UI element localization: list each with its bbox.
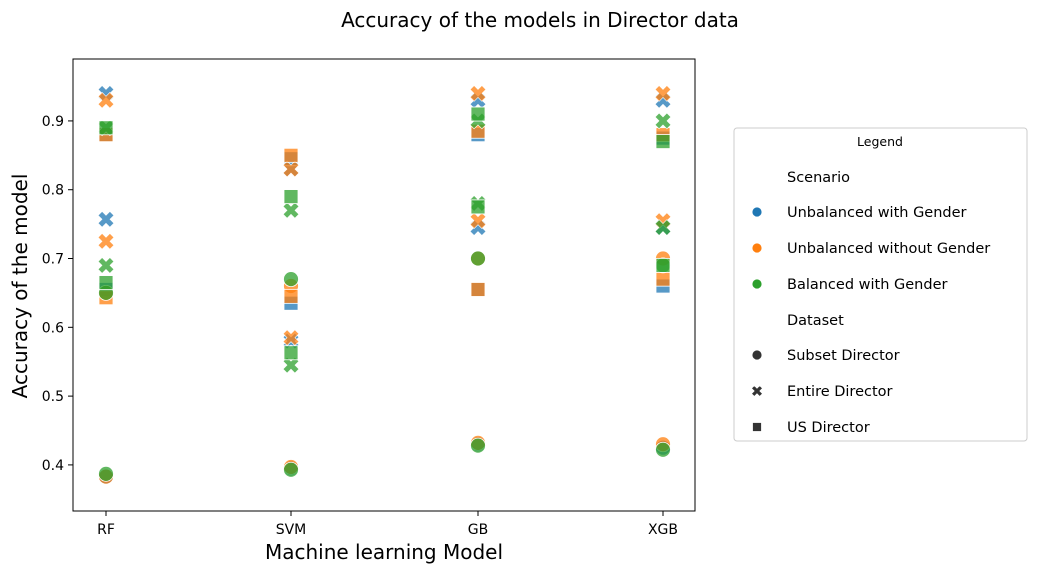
x-tick-label: SVM <box>276 522 307 538</box>
legend-marker-dataset <box>751 385 763 397</box>
legend-label-dataset: Entire Director <box>787 384 893 400</box>
plot-area <box>72 58 696 512</box>
data-point <box>655 271 671 287</box>
data-point <box>470 437 486 454</box>
y-tick-label: 0.5 <box>42 389 64 405</box>
data-point <box>654 112 672 130</box>
data-point <box>655 134 671 149</box>
data-point <box>469 212 487 229</box>
data-point <box>283 288 299 304</box>
data-point <box>283 271 299 288</box>
data-point <box>283 189 299 204</box>
x-axis-label: Machine learning Model <box>265 540 503 564</box>
legend-label-scenario: Unbalanced with Gender <box>787 205 967 221</box>
x-tick-label: GB <box>468 522 488 538</box>
data-point <box>282 202 300 219</box>
data-point <box>282 329 300 346</box>
legend: Legend Scenario Dataset Unbalanced with … <box>733 127 1028 442</box>
data-point <box>469 85 487 102</box>
x-tick-label: XGB <box>648 522 678 538</box>
y-axis-label: Accuracy of the model <box>8 174 32 399</box>
legend-title: Legend <box>857 134 903 149</box>
data-point <box>470 250 486 267</box>
legend-label-dataset: US Director <box>787 420 870 436</box>
data-points <box>97 85 672 485</box>
y-tick-label: 0.7 <box>42 252 64 268</box>
data-point <box>283 147 299 163</box>
data-point <box>283 461 299 478</box>
data-point <box>283 345 299 361</box>
data-point <box>97 91 115 109</box>
legend-marker-dataset <box>752 422 762 432</box>
y-tick-label: 0.6 <box>42 320 64 336</box>
legend-heading-dataset: Dataset <box>787 313 844 329</box>
y-tick-label: 0.9 <box>42 114 64 130</box>
legend-marker-scenario <box>751 242 763 254</box>
legend-label-dataset: Subset Director <box>787 348 900 364</box>
data-point <box>655 441 671 458</box>
y-axis: 0.4 0.5 0.6 0.7 0.8 0.9 <box>42 114 73 474</box>
data-point <box>97 257 115 274</box>
data-point <box>98 465 114 482</box>
data-point <box>97 210 115 228</box>
y-tick-label: 0.4 <box>42 458 64 474</box>
data-point <box>97 233 115 250</box>
legend-marker-scenario <box>751 278 763 290</box>
chart-title: Accuracy of the models in Director data <box>341 8 739 32</box>
legend-heading-scenario: Scenario <box>787 170 850 186</box>
data-point <box>655 257 671 273</box>
legend-marker-dataset <box>751 349 763 361</box>
data-point <box>282 356 300 374</box>
data-point <box>470 282 486 297</box>
data-point <box>470 199 486 215</box>
data-point <box>282 160 300 178</box>
data-point <box>654 219 672 236</box>
legend-marker-scenario <box>751 206 763 218</box>
y-tick-label: 0.8 <box>42 183 64 199</box>
data-point <box>98 120 114 136</box>
legend-label-scenario: Unbalanced without Gender <box>787 241 990 257</box>
legend-items: Unbalanced with Gender Unbalanced without… <box>751 205 990 436</box>
legend-label-scenario: Balanced with Gender <box>787 277 947 293</box>
data-point <box>654 85 672 102</box>
data-point <box>98 275 114 290</box>
x-tick-label: RF <box>97 522 115 538</box>
data-point <box>470 106 486 122</box>
legend-box <box>733 127 1028 442</box>
x-axis: RF SVM GB XGB <box>97 511 678 538</box>
